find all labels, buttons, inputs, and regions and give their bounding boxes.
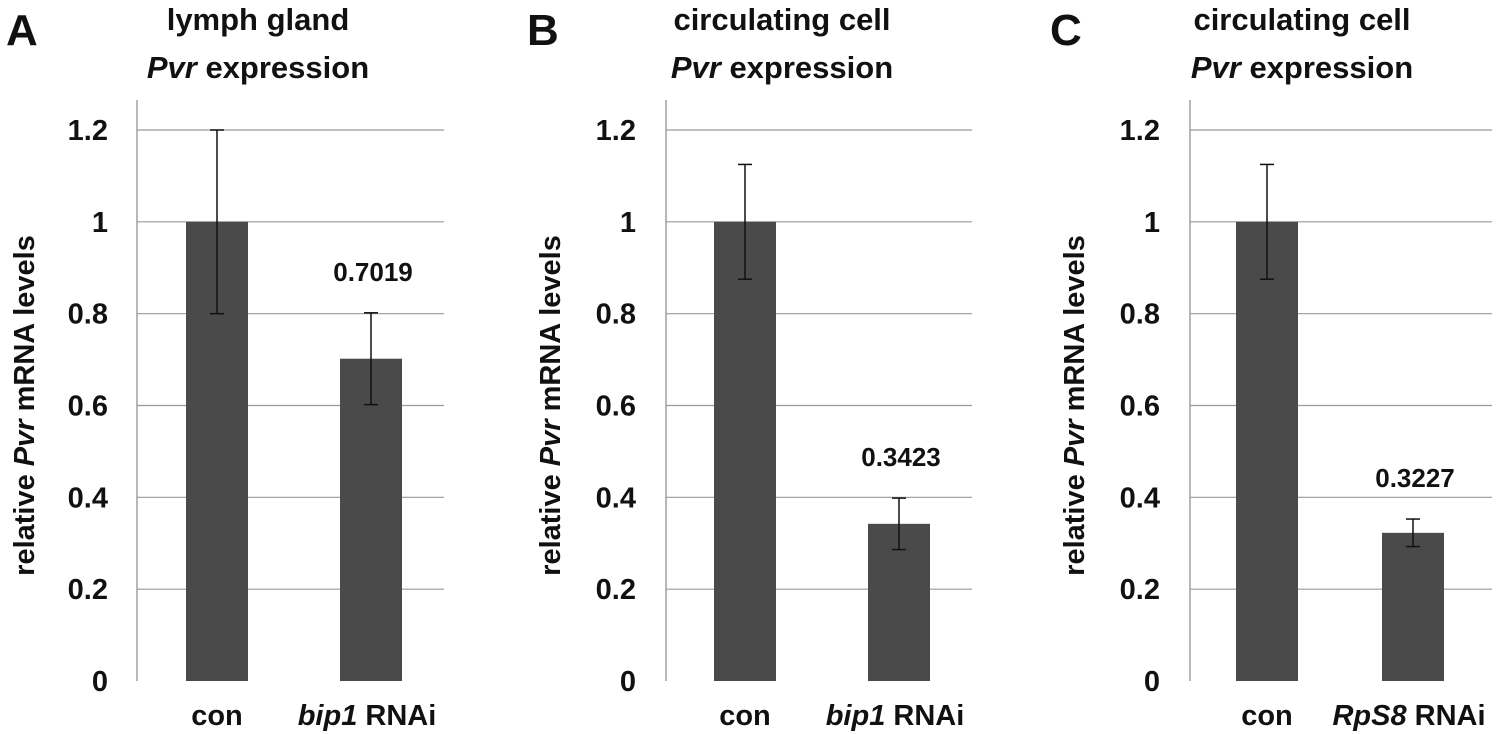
- y-axis-label: relative Pvr mRNA levels: [9, 235, 41, 576]
- chart-title-line2: Pvr expression: [1191, 50, 1413, 85]
- error-bar: [1260, 163, 1274, 280]
- chart-title-line1: circulating cell: [1193, 2, 1410, 37]
- panel-letter: B: [527, 6, 559, 55]
- y-tick-label: 1.2: [68, 115, 108, 147]
- bar: [340, 358, 402, 681]
- x-tick-label: con: [191, 700, 243, 732]
- error-bar: [738, 163, 752, 280]
- y-tick-label: 0.2: [596, 574, 636, 606]
- chart-title-line2: Pvr expression: [671, 50, 893, 85]
- y-axis-label: relative Pvr mRNA levels: [1059, 235, 1091, 576]
- panel-letter: A: [6, 6, 38, 55]
- bar: [1236, 221, 1298, 682]
- error-bar: [210, 129, 224, 315]
- panel-letter: C: [1050, 6, 1082, 55]
- chart-title-line2: Pvr expression: [147, 50, 369, 85]
- x-tick-label: RpS8 RNAi: [1332, 700, 1485, 732]
- y-tick-label: 1: [620, 207, 636, 239]
- x-tick-label: bip1 RNAi: [298, 700, 437, 732]
- y-tick-label: 0.6: [68, 391, 108, 423]
- error-bar: [364, 312, 378, 406]
- x-tick-label: bip1 RNAi: [826, 700, 965, 732]
- y-tick-label: 1: [92, 207, 108, 239]
- data-label: 0.3227: [1375, 463, 1455, 493]
- y-tick-label: 0.6: [1120, 391, 1160, 423]
- y-tick-label: 0.4: [596, 482, 636, 514]
- data-label: 0.3423: [861, 442, 941, 472]
- y-tick-label: 1.2: [596, 115, 636, 147]
- error-bar: [1406, 518, 1420, 548]
- y-tick-label: 0.2: [1120, 574, 1160, 606]
- y-axis-label: relative Pvr mRNA levels: [535, 235, 567, 576]
- y-tick-label: 1.2: [1120, 115, 1160, 147]
- bar: [714, 221, 776, 682]
- data-label: 0.7019: [333, 257, 413, 287]
- bar: [1382, 532, 1444, 681]
- y-tick-label: 0.2: [68, 574, 108, 606]
- y-tick-label: 1: [1144, 207, 1160, 239]
- chart-title-line1: lymph gland: [167, 2, 350, 37]
- y-tick-label: 0.8: [1120, 299, 1160, 331]
- x-tick-label: con: [1241, 700, 1293, 732]
- y-tick-label: 0.8: [596, 299, 636, 331]
- chart-title-line1: circulating cell: [673, 2, 890, 37]
- y-tick-label: 0.4: [68, 482, 108, 514]
- y-tick-label: 0: [92, 666, 108, 698]
- x-tick-label: con: [719, 700, 771, 732]
- y-tick-label: 0.4: [1120, 482, 1160, 514]
- y-tick-label: 0.8: [68, 299, 108, 331]
- y-tick-label: 0: [1144, 666, 1160, 698]
- y-tick-label: 0: [620, 666, 636, 698]
- y-tick-label: 0.6: [596, 391, 636, 423]
- error-bar: [892, 497, 906, 551]
